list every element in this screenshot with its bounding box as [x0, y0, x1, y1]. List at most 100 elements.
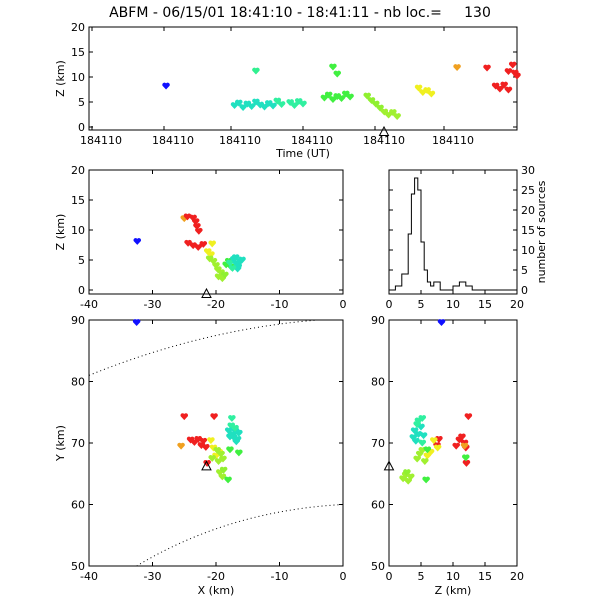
y-tick-label: 70 — [71, 437, 85, 450]
source-point — [508, 61, 517, 69]
source-point — [415, 450, 424, 458]
source-point — [290, 102, 299, 110]
source-point — [205, 255, 214, 263]
x-axis-label: Time (UT) — [275, 147, 330, 160]
source-point — [199, 241, 208, 248]
x-tick-label: -20 — [207, 570, 225, 583]
y-tick-label: 30 — [521, 164, 535, 177]
source-point — [496, 85, 504, 93]
source-point — [423, 87, 431, 95]
source-point — [208, 455, 216, 462]
source-point — [202, 443, 210, 451]
source-point — [419, 432, 428, 440]
source-point — [421, 458, 429, 465]
source-point — [500, 81, 508, 89]
x-tick-label: 15 — [478, 570, 492, 583]
source-point — [269, 102, 277, 110]
source-point — [133, 238, 142, 245]
source-point — [427, 90, 436, 98]
x-tick-label: 0 — [386, 298, 393, 311]
source-point — [209, 257, 218, 265]
source-point — [207, 251, 215, 259]
source-point — [203, 248, 212, 256]
source-point — [247, 103, 256, 111]
source-point — [214, 458, 223, 465]
source-point — [256, 101, 264, 109]
y-tick-label: 50 — [371, 560, 385, 573]
source-point — [208, 240, 216, 248]
x-tick-label: 10 — [446, 298, 460, 311]
source-point — [294, 98, 303, 106]
source-point — [232, 438, 241, 446]
x-axis-label: X (km) — [198, 584, 235, 597]
y-tick-label: 10 — [71, 224, 85, 237]
source-point — [207, 437, 215, 445]
source-point — [430, 437, 438, 445]
source-point — [504, 68, 513, 76]
source-point — [346, 93, 354, 101]
source-point — [238, 256, 246, 264]
source-point — [217, 269, 225, 277]
source-point — [453, 64, 461, 72]
station-marker — [383, 460, 395, 471]
x-tick-label: 184110 — [363, 134, 405, 147]
x-tick-label: 20 — [510, 570, 524, 583]
source-point — [409, 434, 418, 441]
y-axis-label: Z (km) — [54, 214, 67, 251]
source-point — [277, 101, 286, 109]
y-tick-label: 80 — [71, 376, 85, 389]
x-tick-label: 184110 — [152, 134, 194, 147]
y-axis-label: Z (km) — [54, 60, 67, 97]
source-point — [333, 70, 341, 78]
source-point — [191, 218, 200, 226]
source-point — [299, 100, 307, 108]
source-point — [462, 454, 470, 462]
x-tick-label: -30 — [144, 570, 162, 583]
x-tick-label: -40 — [80, 570, 98, 583]
source-point — [186, 436, 195, 444]
source-point — [195, 227, 203, 235]
y-axis-label: Y (km) — [54, 425, 67, 462]
y-tick-label: 20 — [71, 164, 85, 177]
histogram-plot-frame — [388, 169, 518, 295]
x-tick-label: 184110 — [80, 134, 122, 147]
source-point — [231, 424, 239, 432]
source-point — [452, 442, 460, 450]
source-point — [462, 459, 471, 467]
source-point — [221, 271, 229, 279]
y-tick-label: 15 — [71, 194, 85, 207]
x-tick-label: 5 — [418, 570, 425, 583]
chart-panels: 0 5 10 15 20 184110 184110 184110 184110 184110 18… — [54, 21, 548, 597]
y-tick-label: 90 — [371, 314, 385, 327]
source-point — [393, 113, 401, 121]
x-tick-label: -40 — [80, 298, 98, 311]
x-tick-label: -20 — [207, 298, 225, 311]
source-point — [224, 476, 232, 484]
source-point — [219, 455, 227, 463]
x-tick-label: -30 — [144, 298, 162, 311]
source-point — [132, 319, 141, 326]
y-tick-label: 80 — [371, 376, 385, 389]
x-tick-label: 10 — [446, 570, 460, 583]
x-axis-label: Z (km) — [435, 584, 472, 597]
source-point — [324, 91, 333, 99]
source-point — [460, 442, 469, 450]
figure-title: ABFM - 06/15/01 18:41:10 - 18:41:11 - nb… — [109, 5, 491, 21]
source-point — [227, 422, 235, 430]
y-axis-label: number of sources — [535, 180, 548, 283]
source-point — [423, 452, 432, 460]
source-point — [231, 254, 240, 262]
station-marker — [201, 460, 212, 471]
y-tick-label: 5 — [521, 264, 528, 277]
range-ring — [88, 319, 318, 376]
histogram-line — [389, 177, 517, 291]
x-tick-label: -10 — [271, 570, 289, 583]
x-tick-label: 0 — [386, 570, 393, 583]
y-tick-label: 5 — [78, 96, 85, 109]
source-point — [286, 99, 294, 107]
source-point — [235, 449, 243, 457]
source-point — [337, 95, 346, 103]
z-y-plot-frame — [388, 319, 518, 567]
source-point — [194, 244, 202, 251]
